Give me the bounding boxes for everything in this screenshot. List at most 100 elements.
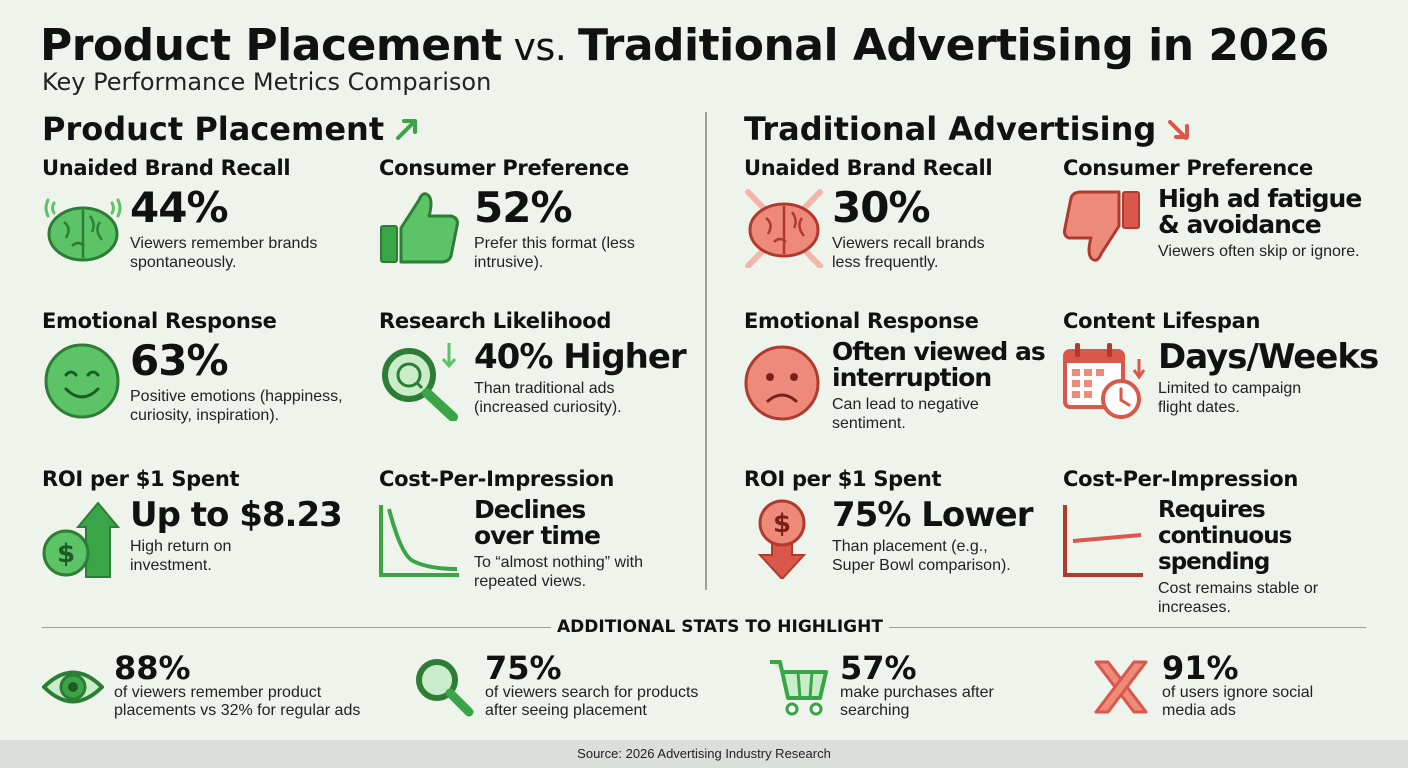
metric-value: 44% [130, 183, 229, 232]
calendar-clock-icon [1063, 343, 1145, 419]
pp-metric-consumer-preference: Consumer Preference 52% Prefer this form… [379, 156, 709, 306]
metric-body: 52% Prefer this format (less intrusive). [474, 186, 744, 272]
metric-value: 75% Lower [832, 495, 1033, 535]
title-vs: vs. [501, 25, 578, 69]
dollar-up-icon: $ [42, 501, 121, 578]
metric-value: Declines over time [474, 495, 601, 550]
metric-body: Days/Weeks Limited to campaign flight da… [1158, 339, 1408, 417]
metric-value: 40% Higher [474, 337, 687, 377]
svg-text:$: $ [773, 509, 791, 539]
metric-body: High ad fatigue & avoidance Viewers ofte… [1158, 186, 1398, 261]
ta-metric-consumer-preference: Consumer Preference High ad fatigue & av… [1063, 156, 1393, 306]
pp-metric-research-likelihood: Research Likelihood 40% Higher Than trad… [379, 309, 709, 459]
metric-body: 63% Positive emotions (happiness, curios… [130, 339, 400, 425]
stat-value: 91% [1162, 649, 1239, 687]
metric-title: Research Likelihood [379, 309, 612, 333]
metric-desc: High return on investment. [130, 538, 232, 574]
metric-value: Days/Weeks [1158, 337, 1379, 377]
stat-desc: of users ignore social media ads [1162, 684, 1314, 719]
cart-icon [770, 660, 828, 716]
metric-desc: Viewers often skip or ignore. [1158, 243, 1360, 260]
pp-heading-text: Product Placement [42, 110, 385, 148]
ta-metric-emotional-response: Emotional Response Often viewed as inter… [744, 309, 1074, 459]
metric-value: 63% [130, 336, 229, 385]
metric-title: Consumer Preference [1063, 156, 1313, 180]
metric-desc: Limited to campaign flight dates. [1158, 380, 1302, 416]
metric-value: Up to $8.23 [130, 495, 343, 535]
brain-crossed-icon [745, 189, 823, 268]
pp-metric-emotional-response: Emotional Response 63% Positive emotions… [42, 309, 372, 459]
metric-desc: Viewers recall brands less frequently. [832, 235, 985, 271]
traditional-heading: Traditional Advertising [744, 110, 1192, 148]
metric-title: Content Lifespan [1063, 309, 1261, 333]
stat-body: 88% of viewers remember product placemen… [114, 652, 364, 720]
metric-desc: Cost remains stable or increases. [1158, 580, 1319, 616]
stat-desc: of viewers search for products after see… [485, 684, 699, 719]
metric-title: Unaided Brand Recall [744, 156, 993, 180]
source-footer: Source: 2026 Advertising Industry Resear… [0, 740, 1408, 768]
brain-icon [44, 198, 122, 262]
smiley-icon [44, 343, 120, 419]
title-part-b: Traditional Advertising in 2026 [577, 20, 1329, 71]
frown-icon [744, 345, 820, 421]
metric-body: 30% Viewers recall brands less frequentl… [832, 186, 1102, 272]
stat-desc: make purchases after searching [840, 684, 994, 719]
product-placement-heading: Product Placement [42, 110, 420, 148]
metric-value: 52% [474, 183, 573, 232]
section-divider [705, 112, 707, 590]
pp-metric-brand-recall: Unaided Brand Recall 44% Viewers remembe… [42, 156, 372, 306]
flat-chart-icon [1063, 505, 1143, 577]
declining-chart-icon [379, 505, 459, 577]
search-icon [416, 659, 474, 717]
ta-metric-content-lifespan: Content Lifespan Days/Weeks Limited to c… [1063, 309, 1393, 459]
metric-title: ROI per $1 Spent [744, 467, 942, 491]
eye-icon [42, 670, 104, 704]
page-subtitle: Key Performance Metrics Comparison [42, 68, 492, 96]
magnifier-icon [382, 343, 458, 421]
metric-desc: Than placement (e.g., Super Bowl compari… [832, 538, 1011, 574]
page-title: Product Placement vs. Traditional Advert… [40, 20, 1329, 71]
stat-purchase: 57% make purchases after searching [768, 652, 1088, 722]
x-mark-icon [1094, 660, 1148, 714]
metric-body: Up to $8.23 High return on investment. [130, 497, 400, 575]
metric-title: ROI per $1 Spent [42, 467, 240, 491]
metric-title: Unaided Brand Recall [42, 156, 291, 180]
ta-metric-brand-recall: Unaided Brand Recall 30% Viewers recall … [744, 156, 1074, 306]
metric-value: High ad fatigue & avoidance [1158, 184, 1362, 239]
metric-title: Emotional Response [744, 309, 979, 333]
ta-metric-cost-per-impression: Cost-Per-Impression Requires continuous … [1063, 467, 1393, 617]
pp-metric-cost-per-impression: Cost-Per-Impression Declines over time T… [379, 467, 709, 617]
metric-body: 40% Higher Than traditional ads (increas… [474, 339, 744, 417]
title-part-a: Product Placement [40, 20, 502, 71]
metric-desc: To “almost nothing” with repeated views. [474, 554, 643, 590]
metric-title: Emotional Response [42, 309, 277, 333]
stat-search: 75% of viewers search for products after… [413, 652, 733, 722]
stat-ignore-ads: 91% of users ignore social media ads [1090, 652, 1408, 722]
stat-desc: of viewers remember product placements v… [114, 684, 361, 719]
arrow-up-right-icon [396, 119, 418, 140]
metric-value: Requires continuous spending [1158, 497, 1292, 575]
thumbs-down-icon [1063, 190, 1140, 262]
metric-desc: Positive emotions (happiness, curiosity,… [130, 388, 343, 424]
svg-text:$: $ [57, 539, 75, 569]
stat-value: 75% [485, 649, 562, 687]
additional-stats-title: ADDITIONAL STATS TO HIGHLIGHT [551, 617, 889, 637]
metric-title: Cost-Per-Impression [379, 467, 615, 491]
ta-metric-roi: ROI per $1 Spent $ 75% Lower Than placem… [744, 467, 1074, 617]
pp-metric-roi: ROI per $1 Spent $ Up to $8.23 High retu… [42, 467, 372, 617]
metric-body: 75% Lower Than placement (e.g., Super Bo… [832, 497, 1102, 575]
metric-desc: Prefer this format (less intrusive). [474, 235, 635, 271]
metric-desc: Than traditional ads (increased curiosit… [474, 380, 622, 416]
metric-body: Declines over time To “almost nothing” w… [474, 497, 744, 591]
arrow-down-right-icon [1168, 120, 1190, 140]
metric-title: Consumer Preference [379, 156, 629, 180]
stat-body: 57% make purchases after searching [840, 652, 1030, 720]
metric-value: 30% [832, 183, 931, 232]
dollar-down-icon: $ [757, 499, 807, 579]
metric-value: Often viewed as interruption [832, 337, 1046, 392]
thumbs-up-icon [380, 192, 459, 264]
metric-body: Often viewed as interruption Can lead to… [832, 339, 1102, 433]
metric-title: Cost-Per-Impression [1063, 467, 1299, 491]
metric-body: Requires continuous spending Cost remain… [1158, 497, 1398, 617]
ta-heading-text: Traditional Advertising [744, 110, 1157, 148]
